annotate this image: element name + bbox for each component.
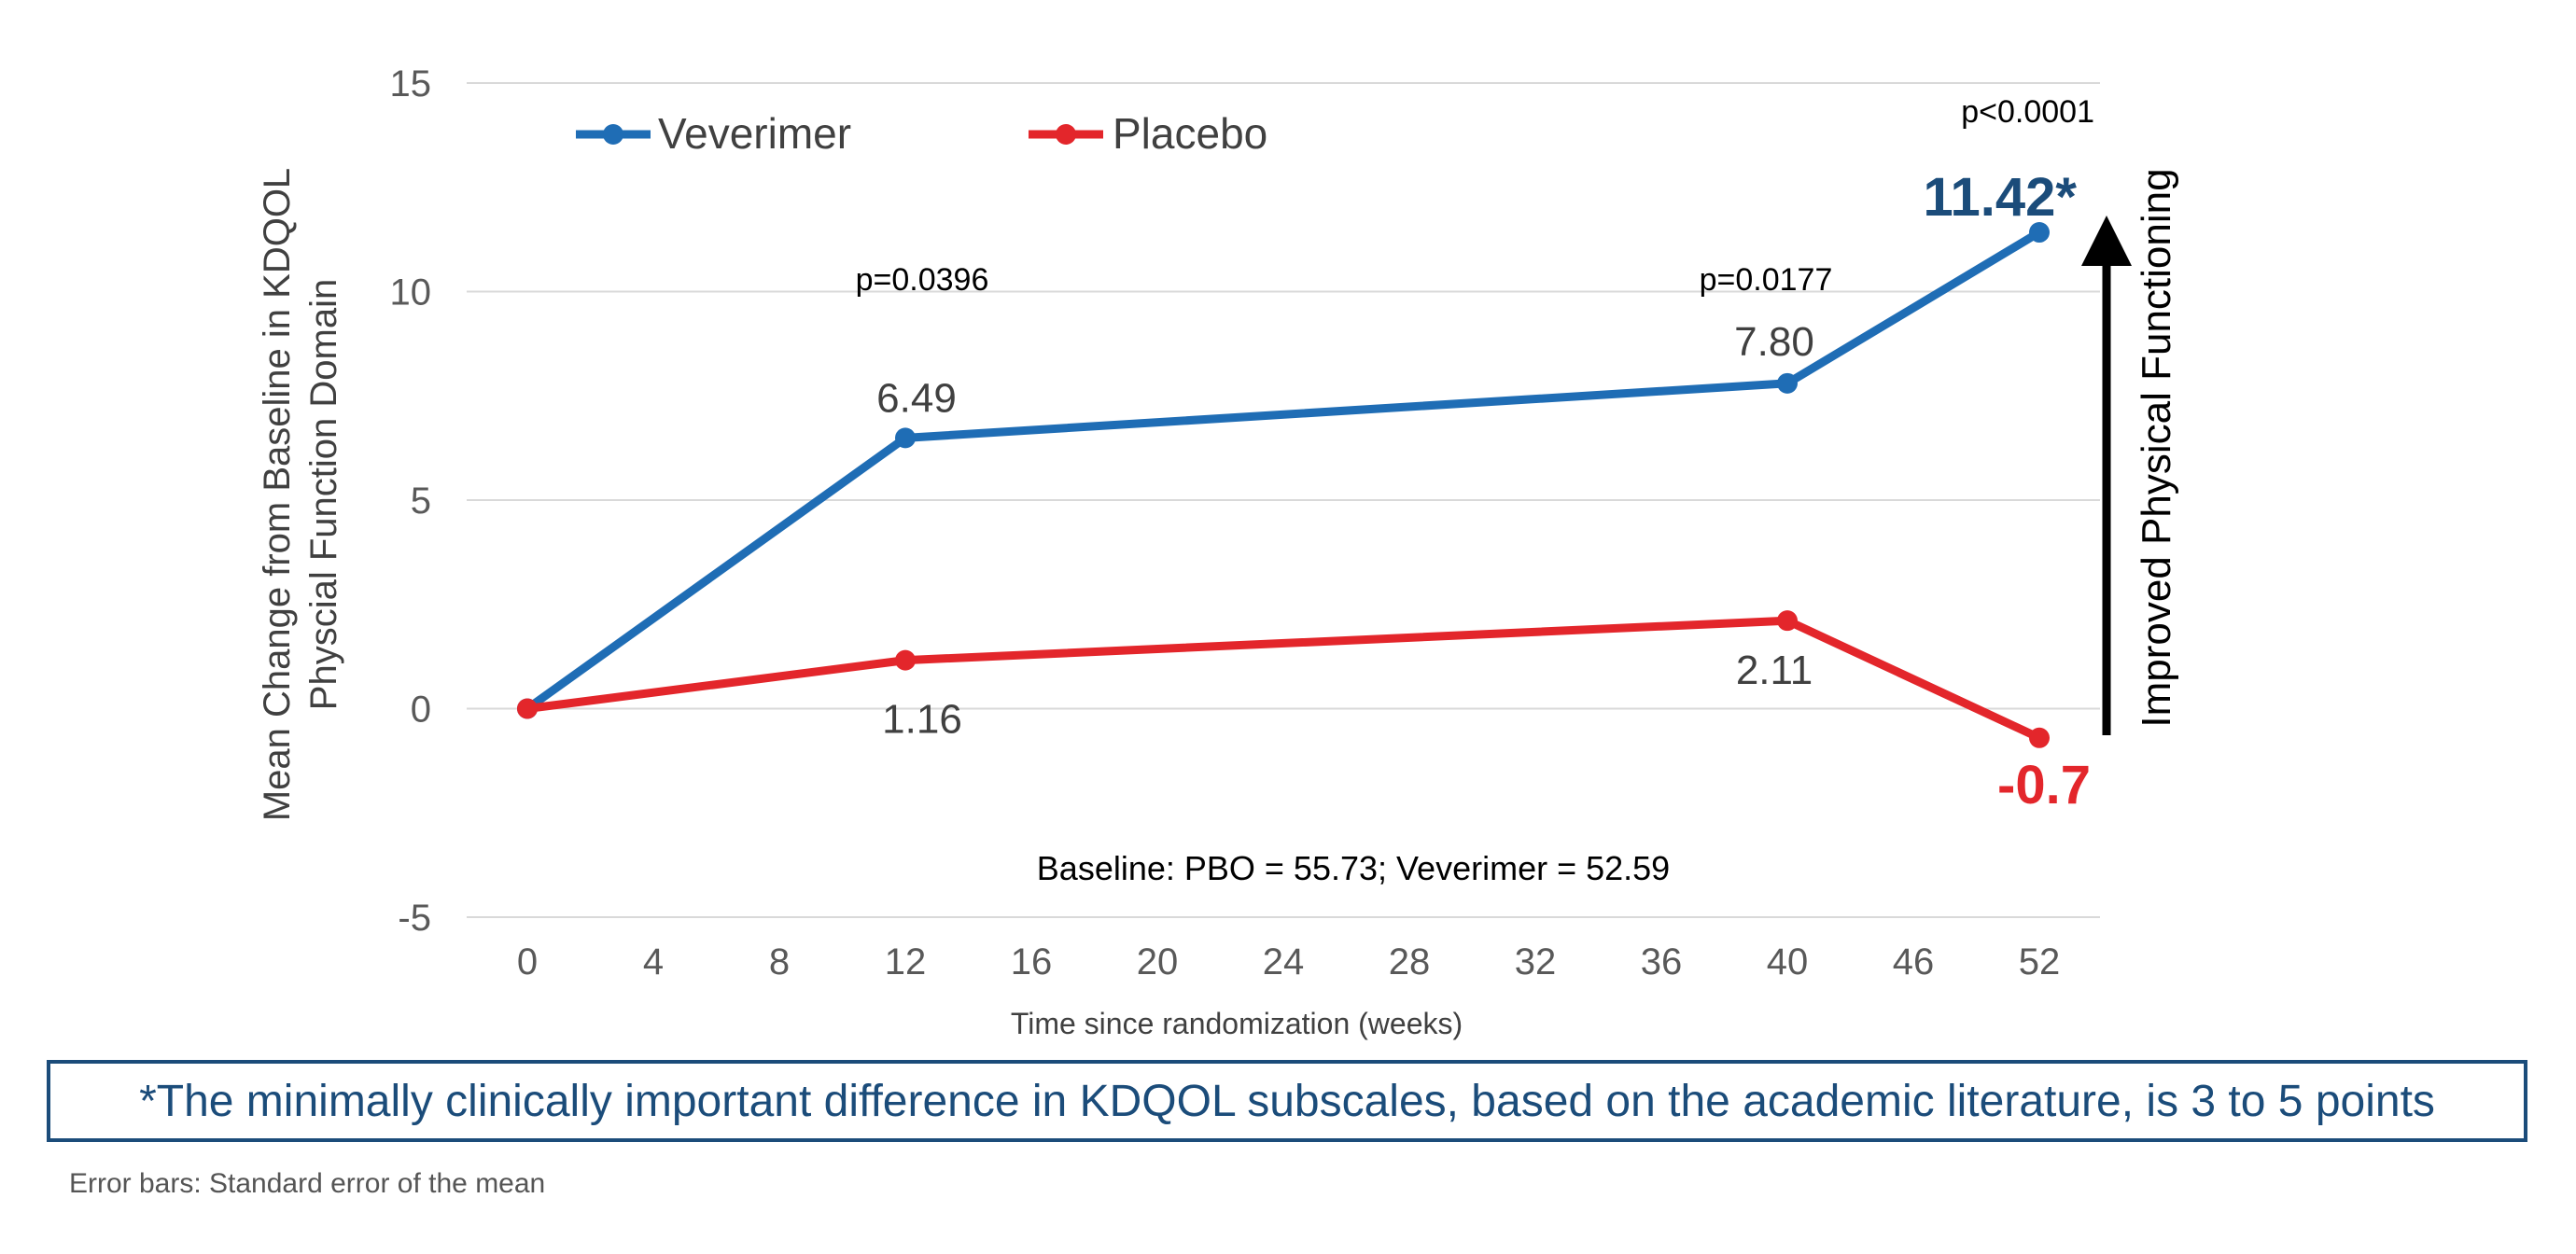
placebo-point bbox=[895, 649, 916, 671]
y-tick-label: 0 bbox=[411, 690, 431, 731]
veverimer-data-label: 7.80 bbox=[1734, 319, 1814, 365]
x-tick-label: 40 bbox=[1767, 941, 1809, 982]
x-tick-label: 12 bbox=[885, 941, 927, 982]
baseline-annotation: Baseline: PBO = 55.73; Veverimer = 52.59 bbox=[1037, 849, 1670, 887]
y-tick-label: 5 bbox=[411, 481, 431, 522]
x-tick-label: 32 bbox=[1515, 941, 1557, 982]
veverimer-point bbox=[895, 427, 916, 449]
x-tick-label: 28 bbox=[1389, 941, 1431, 982]
veverimer-point bbox=[1777, 372, 1798, 394]
placebo-point bbox=[517, 698, 538, 719]
placebo-point bbox=[1777, 610, 1798, 632]
x-tick-label: 24 bbox=[1263, 941, 1305, 982]
placebo-line bbox=[523, 616, 2044, 743]
legend-veverimer-label: Veverimer bbox=[658, 109, 851, 158]
error-bars-footnote: Error bars: Standard error of the mean bbox=[69, 1168, 546, 1199]
x-tick-label: 0 bbox=[517, 941, 538, 982]
x-tick-label: 16 bbox=[1011, 941, 1053, 982]
mcid-note: *The minimally clinically important diff… bbox=[47, 1060, 2527, 1142]
x-tick-label: 4 bbox=[643, 941, 664, 982]
x-axis-title: Time since randomization (weeks) bbox=[1011, 1007, 1463, 1040]
x-tick-label: 8 bbox=[769, 941, 790, 982]
x-tick-label: 52 bbox=[2019, 941, 2061, 982]
legend-veverimer-marker bbox=[603, 124, 623, 145]
y-axis-title-line2: Physcial Function Domain bbox=[303, 279, 344, 710]
y-tick-label: 10 bbox=[390, 272, 432, 314]
legend-placebo-marker bbox=[1056, 124, 1076, 145]
y-tick-label: 15 bbox=[390, 63, 432, 104]
placebo-point bbox=[2029, 727, 2050, 748]
y-tick-label: -5 bbox=[398, 898, 431, 939]
veverimer-line bbox=[523, 228, 2044, 713]
y-axis-title-line1: Mean Change from Baseline in KDQOL bbox=[257, 168, 298, 821]
p-value-week12: p=0.0396 bbox=[856, 262, 989, 298]
placebo-data-label: -0.7 bbox=[1997, 755, 2091, 815]
x-tick-label: 20 bbox=[1137, 941, 1179, 982]
veverimer-data-label: 11.42* bbox=[1923, 167, 2077, 228]
p-value-week40: p=0.0177 bbox=[1700, 262, 1833, 298]
placebo-data-label: 2.11 bbox=[1736, 648, 1813, 693]
placebo-data-label: 1.16 bbox=[882, 697, 962, 743]
improvement-arrow-label: Improved Physical Functioning bbox=[2134, 168, 2179, 727]
legend: Veverimer Placebo bbox=[576, 109, 1267, 158]
x-tick-label: 36 bbox=[1641, 941, 1683, 982]
x-tick-label: 46 bbox=[1893, 941, 1935, 982]
veverimer-point bbox=[2029, 222, 2050, 244]
veverimer-data-label: 6.49 bbox=[876, 375, 957, 421]
legend-placebo-label: Placebo bbox=[1113, 109, 1267, 158]
p-value-week52: p<0.0001 bbox=[1961, 94, 2094, 130]
